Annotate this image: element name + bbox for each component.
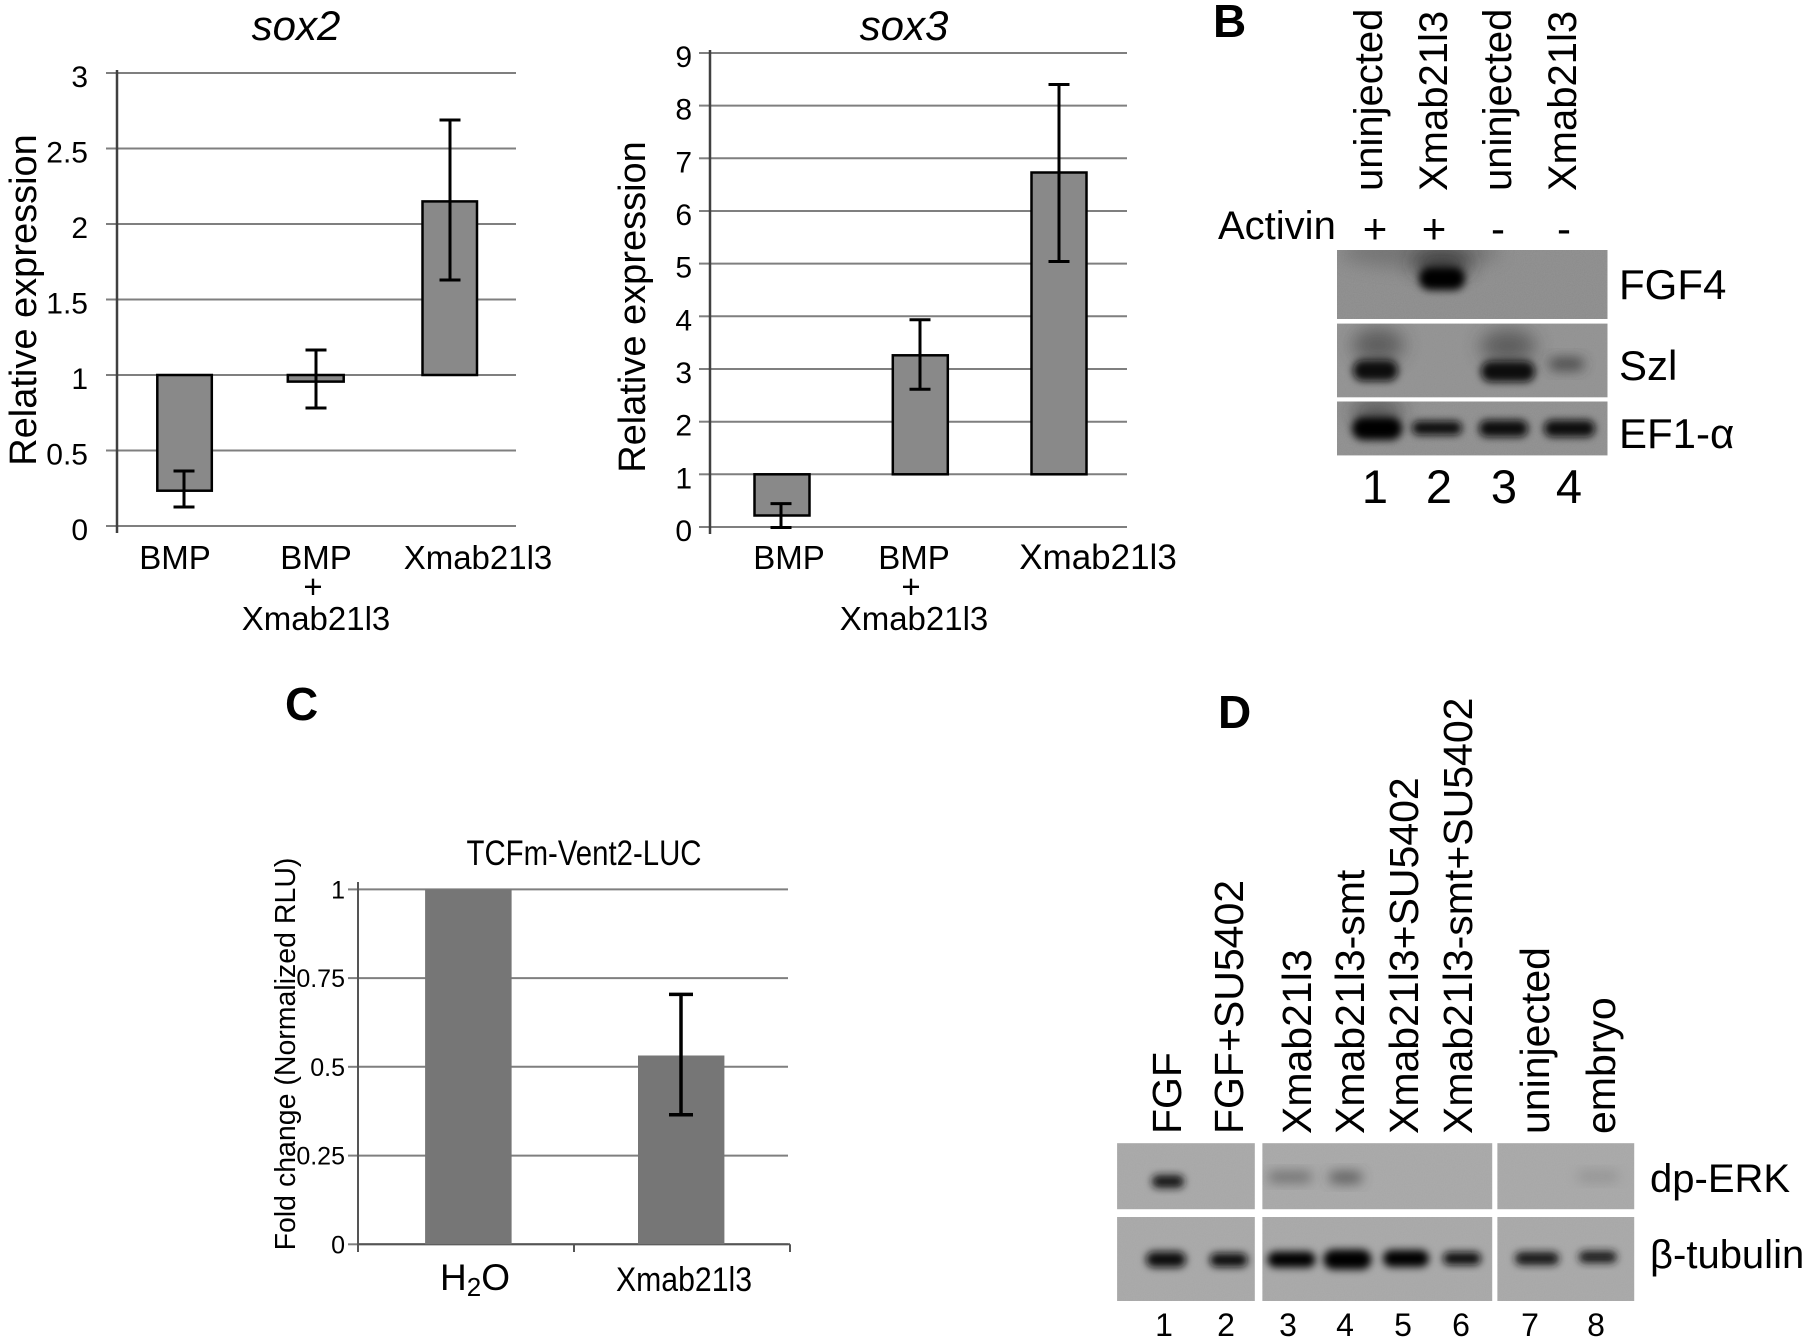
svg-text:Xmab21l3-smt+SU5402: Xmab21l3-smt+SU5402 [1435, 698, 1481, 1134]
svg-text:6: 6 [675, 199, 692, 232]
svg-text:1: 1 [1155, 1307, 1173, 1338]
svg-text:3: 3 [675, 357, 692, 390]
svg-text:Xmab21l3: Xmab21l3 [1274, 949, 1320, 1134]
svg-text:6: 6 [1452, 1307, 1470, 1338]
svg-text:Relative expression: Relative expression [612, 141, 654, 473]
svg-text:+: + [303, 568, 322, 605]
svg-text:0.5: 0.5 [46, 439, 88, 472]
svg-text:2: 2 [1426, 460, 1452, 513]
svg-text:4: 4 [1556, 460, 1582, 513]
svg-text:Fold change (Normalized RLU): Fold change (Normalized RLU) [270, 858, 302, 1251]
svg-text:2: 2 [675, 410, 692, 443]
svg-text:3: 3 [1491, 460, 1517, 513]
svg-text:FGF+SU5402: FGF+SU5402 [1206, 880, 1252, 1134]
svg-text:Xmab21l3: Xmab21l3 [1412, 11, 1456, 191]
svg-text:4: 4 [675, 304, 692, 337]
svg-text:Szl: Szl [1619, 342, 1677, 389]
svg-text:Xmab21l3: Xmab21l3 [404, 539, 553, 576]
svg-text:B: B [1213, 0, 1246, 47]
svg-text:BMP: BMP [280, 539, 352, 576]
svg-text:sox3: sox3 [860, 2, 949, 49]
svg-text:β-tubulin: β-tubulin [1650, 1233, 1804, 1277]
svg-text:+: + [1363, 205, 1388, 252]
svg-text:Xmab21l3+SU5402: Xmab21l3+SU5402 [1381, 777, 1427, 1134]
svg-text:0.75: 0.75 [296, 965, 345, 993]
svg-text:BMP: BMP [753, 539, 825, 576]
svg-text:2.5: 2.5 [46, 137, 88, 170]
svg-text:0: 0 [675, 515, 692, 548]
svg-text:FGF: FGF [1144, 1052, 1190, 1134]
svg-text:0: 0 [71, 514, 88, 547]
svg-text:2: 2 [1217, 1307, 1235, 1338]
svg-text:1: 1 [675, 462, 692, 495]
svg-text:-: - [1491, 205, 1505, 252]
svg-text:C: C [285, 678, 318, 730]
svg-text:Xmab21l3: Xmab21l3 [840, 600, 989, 637]
svg-text:sox2: sox2 [252, 2, 341, 49]
svg-text:7: 7 [1521, 1307, 1539, 1338]
svg-text:3: 3 [1279, 1307, 1297, 1338]
svg-text:Relative expression: Relative expression [3, 134, 45, 466]
svg-text:+: + [901, 568, 920, 605]
svg-text:BMP: BMP [878, 539, 950, 576]
svg-text:2: 2 [71, 212, 88, 245]
svg-text:3: 3 [71, 61, 88, 94]
svg-text:uninjected: uninjected [1347, 9, 1391, 191]
svg-text:EF1-α: EF1-α [1619, 410, 1734, 457]
svg-text:5: 5 [675, 252, 692, 285]
svg-text:uninjected: uninjected [1512, 947, 1558, 1134]
svg-text:D: D [1218, 686, 1251, 738]
svg-text:0: 0 [331, 1231, 345, 1259]
svg-text:Activin: Activin [1218, 204, 1336, 248]
svg-text:Xmab21l3-smt: Xmab21l3-smt [1327, 869, 1373, 1134]
svg-text:0.5: 0.5 [310, 1054, 345, 1082]
svg-text:dp-ERK: dp-ERK [1650, 1157, 1790, 1201]
svg-text:TCFm-Vent2-LUC: TCFm-Vent2-LUC [467, 834, 702, 873]
svg-text:8: 8 [1587, 1307, 1605, 1338]
svg-text:-: - [1557, 205, 1571, 252]
svg-text:0.25: 0.25 [296, 1143, 345, 1171]
svg-text:Xmab21l3: Xmab21l3 [1541, 11, 1585, 191]
svg-text:Xmab21l3: Xmab21l3 [1019, 538, 1177, 577]
svg-text:1: 1 [331, 876, 345, 904]
svg-text:FGF4: FGF4 [1619, 261, 1726, 308]
svg-text:BMP: BMP [139, 539, 211, 576]
svg-text:1: 1 [71, 363, 88, 396]
svg-text:7: 7 [675, 146, 692, 179]
svg-text:Xmab21l3: Xmab21l3 [616, 1261, 752, 1299]
svg-text:1.5: 1.5 [46, 288, 88, 321]
svg-text:1: 1 [1362, 460, 1388, 513]
svg-text:5: 5 [1394, 1307, 1412, 1338]
svg-text:uninjected: uninjected [1476, 9, 1520, 191]
svg-text:+: + [1422, 205, 1447, 252]
svg-text:4: 4 [1336, 1307, 1354, 1338]
svg-text:embryo: embryo [1578, 997, 1624, 1134]
svg-text:8: 8 [675, 94, 692, 127]
svg-text:Xmab21l3: Xmab21l3 [242, 600, 391, 637]
svg-text:9: 9 [675, 41, 692, 74]
